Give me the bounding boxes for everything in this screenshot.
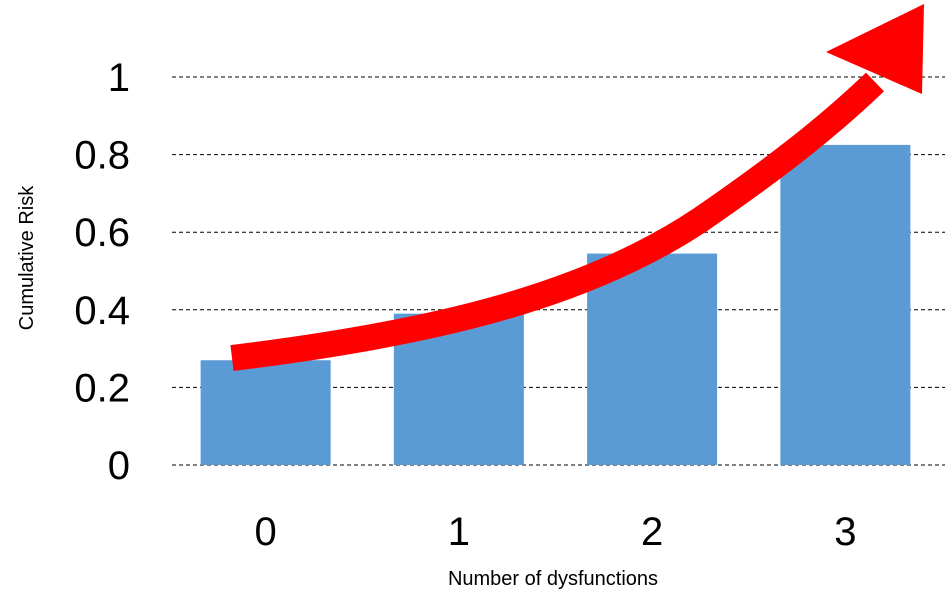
trend-arrow [230,4,924,371]
y-tick-label: 0.6 [74,211,130,255]
trend-arrow-shaft [230,72,884,371]
x-axis-label: Number of dysfunctions [448,568,658,590]
x-tick-label: 1 [448,510,470,554]
bar-0 [200,360,331,465]
y-tick-label: 1 [108,56,130,100]
x-tick-label: 3 [834,510,856,554]
bars [200,144,911,465]
x-tick-label: 2 [641,510,663,554]
y-tick-label: 0.2 [74,366,130,410]
y-tick-label: 0 [108,444,130,488]
bar-3 [780,144,911,465]
bar-2 [587,253,718,465]
y-axis-label: Cumulative Risk [16,185,38,330]
y-tick-label: 0.8 [74,134,130,178]
trend-arrow-head [826,4,924,94]
y-axis-ticks: 0 0.2 0.4 0.6 0.8 1 [74,56,130,488]
x-axis-ticks: 0 1 2 3 [255,510,857,554]
y-tick-label: 0.4 [74,289,130,333]
x-tick-label: 0 [255,510,277,554]
